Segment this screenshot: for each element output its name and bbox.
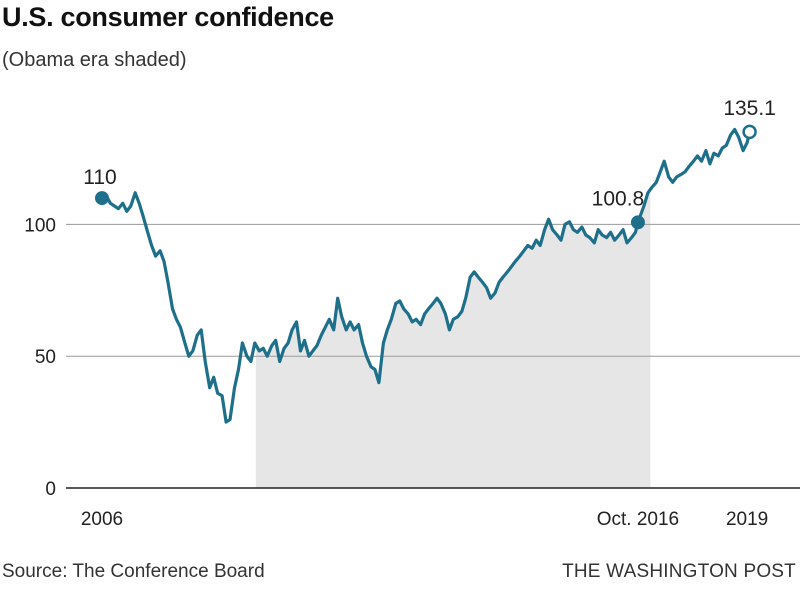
chart-title: U.S. consumer confidence [2, 2, 334, 32]
annotation-label-135-1: 135.1 [723, 97, 776, 120]
annotation-marker-100-8 [630, 215, 645, 230]
x-ticks-layer: 2006 Oct. 2016 2019 [81, 509, 768, 530]
annotation-marker-135-1 [742, 124, 757, 140]
annotation-label-110: 110 [83, 166, 116, 189]
annotation-marker-110 [95, 191, 109, 206]
x-tick-label-2006: 2006 [81, 509, 123, 530]
y-tick-label-100: 100 [24, 215, 56, 236]
y-tick-label-50: 50 [35, 347, 56, 368]
annotations-layer: 110 100.8 135.1 [83, 97, 776, 230]
chart-subtitle: (Obama era shaded) [2, 49, 187, 71]
annotation-label-100-8: 100.8 [592, 187, 645, 210]
x-tick-label-2019: 2019 [726, 509, 768, 530]
x-tick-label-oct-2016: Oct. 2016 [597, 509, 679, 530]
consumer-confidence-line [100, 127, 752, 424]
y-tick-label-0: 0 [45, 479, 56, 500]
source-note: Source: The Conference Board [2, 561, 265, 582]
obama-era-shaded-area [255, 189, 651, 488]
obama-era-shading-layer [255, 189, 651, 488]
series-line-layer [100, 127, 752, 424]
publisher-credit: THE WASHINGTON POST [562, 561, 796, 582]
